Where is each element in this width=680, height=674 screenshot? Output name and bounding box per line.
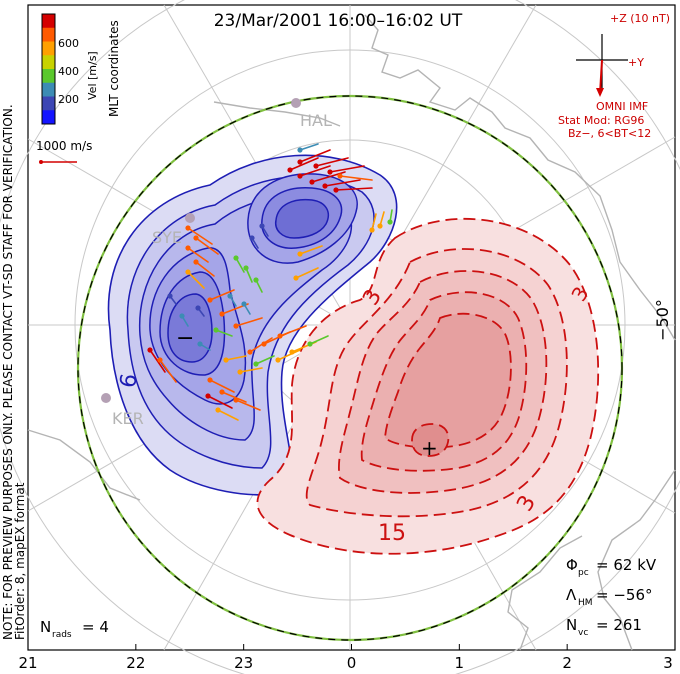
imf-omni-label: OMNI IMF — [596, 100, 648, 113]
station-label-hal: HAL — [300, 111, 332, 130]
stat-lambda-hm: Λ HM = −56° — [566, 586, 653, 608]
colorbar-segment — [42, 27, 55, 42]
stat-model-label: Stat Mod: RG96 — [558, 114, 644, 127]
svg-text:= 62 kV: = 62 kV — [596, 556, 657, 574]
svg-text:= −56°: = −56° — [596, 586, 653, 604]
svg-text:Λ: Λ — [566, 586, 577, 604]
svg-text:N: N — [566, 616, 577, 634]
imf-clock — [576, 34, 628, 97]
mlt-tick-label: 3 — [663, 654, 673, 672]
positive-potential-cell — [256, 217, 600, 555]
velocity-colorbar — [41, 13, 56, 125]
svg-text:= 4: = 4 — [82, 618, 109, 636]
mlt-axis: 21 22 23 0 1 2 3 — [18, 644, 676, 672]
stat-n-rads: N rads = 4 — [40, 618, 109, 640]
svg-text:rads: rads — [52, 630, 72, 640]
svg-text:vc: vc — [578, 628, 588, 638]
chart-title: 23/Mar/2001 16:00–16:02 UT — [214, 11, 463, 31]
mlt-tick-label: 1 — [455, 654, 465, 672]
stat-phi-pc: Φ pc = 62 kV — [566, 556, 657, 578]
colorbar-segment — [42, 14, 55, 29]
mlt-tick-label: 0 — [347, 654, 357, 672]
colorbar-outline — [41, 13, 56, 125]
imf-y-label: +Y — [628, 56, 644, 69]
colorbar-tick-400: 400 — [58, 65, 79, 78]
scale-vector-label: 1000 m/s — [36, 139, 92, 153]
contour-label-neg-6: 6 — [116, 372, 143, 390]
fit-order-label: FitOrder: 8, mapEX format — [13, 482, 27, 640]
mlt-tick-label: 23 — [234, 654, 253, 672]
stat-n-vc: N vc = 261 — [566, 616, 642, 638]
potential-min-marker: − — [176, 326, 194, 351]
mlt-tick-label: 22 — [126, 654, 145, 672]
coastline-west — [27, 101, 341, 501]
station-label-sye: SYE — [152, 228, 182, 247]
mlt-tick-label: 2 — [562, 654, 572, 672]
svg-text:= 261: = 261 — [596, 616, 642, 634]
potential-max-marker: + — [421, 436, 438, 460]
colorbar-tick-600: 600 — [58, 37, 79, 50]
mlt-tick-label: 21 — [18, 654, 37, 672]
imf-condition-label: Bz−, 6<BT<12 — [568, 127, 651, 140]
imf-z-label: +Z (10 nT) — [610, 12, 670, 25]
velocity-vectors — [147, 143, 393, 421]
svg-text:Φ: Φ — [566, 556, 578, 574]
preview-note: NOTE: FOR PREVIEW PURPOSES ONLY. PLEASE … — [1, 104, 15, 640]
colorbar-segment — [42, 96, 55, 111]
heppner-maynard-boundary-dash — [77, 95, 623, 641]
colorbar-segment — [42, 110, 55, 125]
svg-text:N: N — [40, 618, 51, 636]
coordinate-system-label: MLT coordinates — [107, 20, 121, 117]
colorbar-tick-200: 200 — [58, 93, 79, 106]
colorbar-segment — [42, 82, 55, 97]
scale-vector-dot — [39, 160, 43, 164]
svg-text:pc: pc — [578, 568, 589, 578]
station-markers — [101, 98, 301, 403]
colorbar-segment — [42, 41, 55, 56]
latitude-label: −50° — [653, 299, 672, 341]
colorbar-segment — [42, 69, 55, 84]
svg-text:HM: HM — [578, 598, 593, 608]
contour-label-pos-15: 15 — [378, 521, 406, 546]
colorbar-label: Vel [m/s] — [86, 51, 99, 100]
coastline — [364, 14, 676, 651]
station-label-ker: KER — [112, 409, 144, 428]
colorbar-segment — [42, 55, 55, 70]
